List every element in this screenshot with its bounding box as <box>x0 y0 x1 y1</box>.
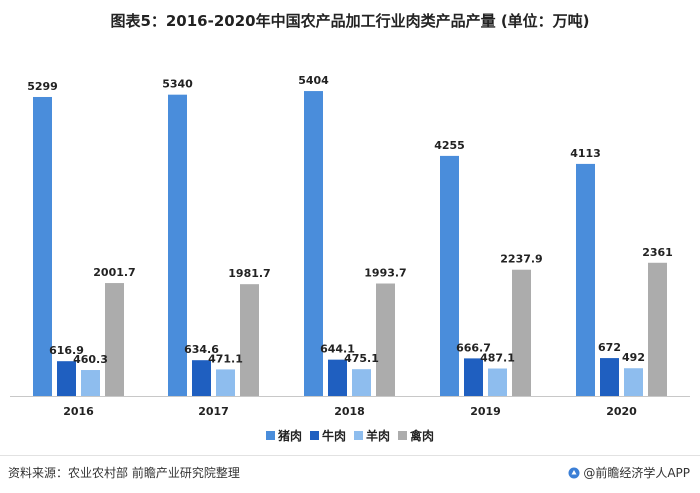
bar-2017-series-2 <box>216 369 235 396</box>
value-label-2018-series-0: 5404 <box>298 74 329 87</box>
legend-item-0: 猪肉 <box>265 427 302 444</box>
chart-title: 图表5：2016-2020年中国农产品加工行业肉类产品产量 (单位：万吨) <box>110 12 590 30</box>
x-tick-2020: 2020 <box>606 405 637 418</box>
bar-2019-series-2 <box>488 368 507 396</box>
value-label-2016-series-2: 460.3 <box>73 353 108 366</box>
bar-2016-series-0 <box>33 96 52 397</box>
bar-2016-series-1 <box>57 361 76 396</box>
bar-2018-series-0 <box>304 91 323 396</box>
legend-swatch-3 <box>398 431 408 440</box>
value-label-2019-series-2: 487.1 <box>480 352 515 365</box>
bar-2016-series-3 <box>105 283 124 396</box>
bar-2020-series-2 <box>624 368 643 396</box>
bar-2019-series-3 <box>512 269 531 396</box>
value-label-2020-series-2: 492 <box>622 351 645 364</box>
bar-2020-series-3 <box>648 262 667 396</box>
legend-item-1: 牛肉 <box>309 427 346 444</box>
value-label-2017-series-1: 634.6 <box>184 343 219 356</box>
x-tick-2019: 2019 <box>470 405 501 418</box>
value-label-2020-series-0: 4113 <box>570 147 601 160</box>
legend-label-1: 牛肉 <box>321 429 346 443</box>
value-label-2018-series-1: 644.1 <box>320 343 355 356</box>
x-tick-2017: 2017 <box>198 405 229 418</box>
bar-2018-series-2 <box>352 369 371 396</box>
legend-swatch-1 <box>309 431 319 440</box>
value-label-2016-series-0: 5299 <box>27 80 58 93</box>
bar-2018-series-3 <box>376 283 395 396</box>
brand-credit: @前瞻经济学人APP <box>568 464 690 481</box>
bar-2019-series-0 <box>440 155 459 396</box>
footer-divider <box>0 455 700 456</box>
legend-swatch-2 <box>354 431 363 440</box>
value-label-2019-series-3: 2237.9 <box>500 253 542 266</box>
bars-group <box>33 91 667 397</box>
legend-label-3: 禽肉 <box>410 429 435 443</box>
legend-label-2: 羊肉 <box>366 429 391 443</box>
value-label-2016-series-1: 616.9 <box>49 344 84 357</box>
bar-2020-series-0 <box>576 163 595 396</box>
legend-swatch-0 <box>265 431 275 440</box>
bar-2020-series-1 <box>600 358 619 396</box>
bar-2019-series-1 <box>464 358 483 396</box>
legend-label-0: 猪肉 <box>277 429 302 443</box>
legend-item-3: 禽肉 <box>398 427 434 444</box>
bar-2017-series-1 <box>192 360 211 396</box>
value-label-2020-series-3: 2361 <box>642 246 673 259</box>
x-tick-2016: 2016 <box>63 405 94 418</box>
x-tick-2018: 2018 <box>334 405 365 418</box>
value-label-2017-series-2: 471.1 <box>208 352 243 365</box>
value-label-2017-series-0: 5340 <box>162 78 193 91</box>
bar-2018-series-1 <box>328 359 347 396</box>
x-tick-labels-group: 2016 2017 2018 2019 2020 <box>63 405 637 418</box>
legend: 猪肉 牛肉 羊肉 禽肉 <box>0 427 700 444</box>
value-label-2018-series-3: 1993.7 <box>364 266 406 279</box>
value-label-2016-series-3: 2001.7 <box>93 266 135 279</box>
bar-2017-series-0 <box>168 94 187 397</box>
value-label-2020-series-1: 672 <box>598 341 621 354</box>
value-label-2018-series-2: 475.1 <box>344 352 379 365</box>
brand-label: @前瞻经济学人APP <box>583 466 690 480</box>
source-note: 资料来源：农业农村部 前瞻产业研究院整理 <box>8 466 240 480</box>
bar-2017-series-3 <box>240 284 259 396</box>
brand-logo-icon <box>568 467 580 478</box>
value-label-2017-series-3: 1981.7 <box>228 267 270 280</box>
value-label-2019-series-1: 666.7 <box>456 341 491 354</box>
bar-2016-series-2 <box>81 370 100 396</box>
value-label-2019-series-0: 4255 <box>434 139 465 152</box>
legend-item-2: 羊肉 <box>354 427 390 444</box>
